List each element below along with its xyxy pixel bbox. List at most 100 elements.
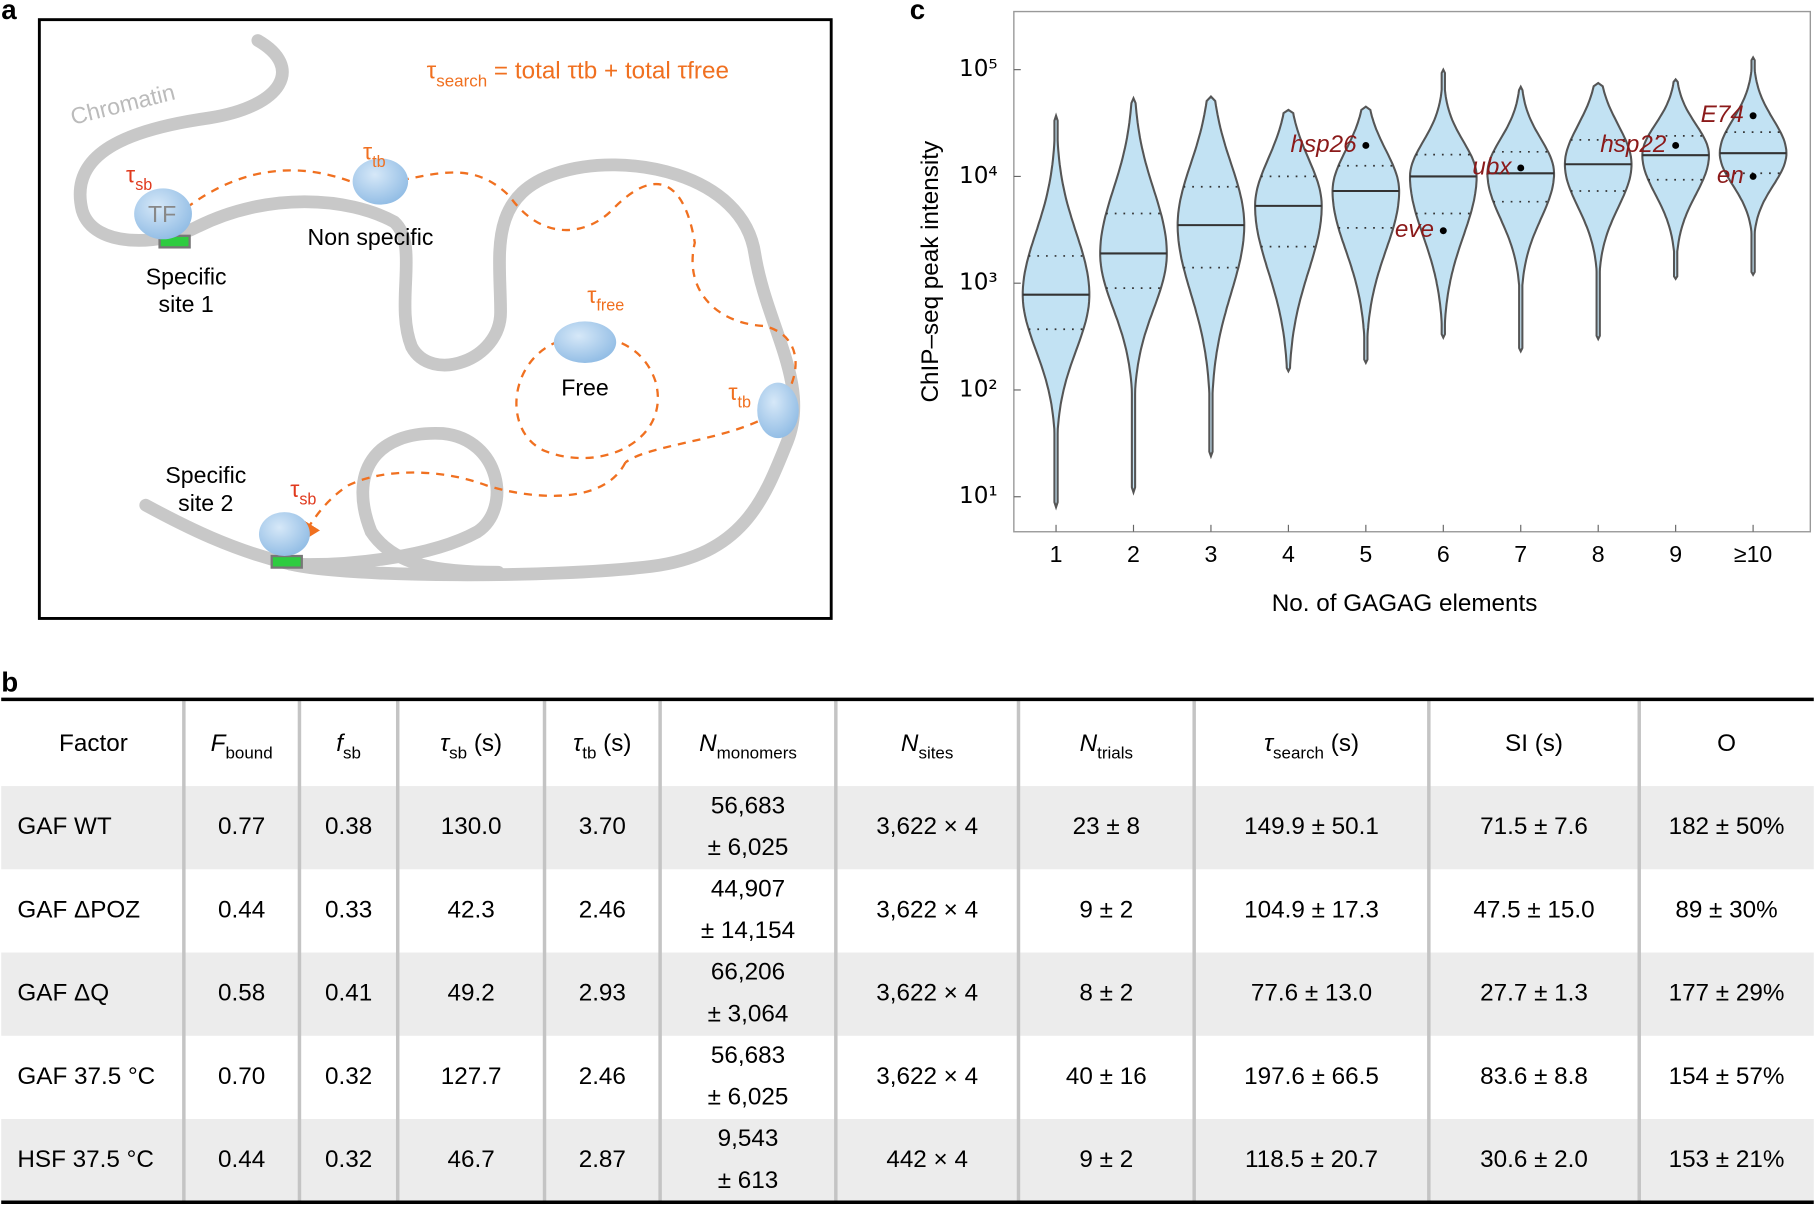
column-header: τtb (s) [573,730,631,763]
table-cell: 9 ± 2 [1079,1146,1133,1173]
table-cell: ± 14,154 [701,917,795,944]
column-header-part: F [211,730,227,757]
table-cell: 0.32 [325,1146,372,1173]
table-cell: ± 6,025 [708,834,789,861]
table-cell: 0.32 [325,1063,372,1090]
row-band [1,1118,1814,1203]
table-cell: 44,907 [711,876,785,903]
search-path [185,169,797,544]
tau-label-part: τ [363,139,372,165]
table-cell: 77.6 ± 13.0 [1251,980,1372,1007]
violin [1176,95,1246,460]
x-tick-label: 9 [1669,541,1682,567]
annotation-label: eve [1395,216,1434,243]
tau-label-part: sb [299,490,316,508]
column-header: τsearch (s) [1264,730,1359,763]
column-header: Ntrials [1080,730,1133,763]
free-label: Free [561,374,609,400]
table-cell: 83.6 ± 8.8 [1480,1063,1588,1090]
x-tick-label: 2 [1127,541,1140,567]
table-cell: 0.41 [325,980,372,1007]
annotation-dot [1362,141,1370,149]
table-cell: 2.87 [579,1146,626,1173]
table-cell: 8 ± 2 [1079,980,1133,1007]
equation-part: tb [577,58,597,85]
table-cell: 130.0 [441,813,502,840]
y-tick-label: 10² [959,376,998,402]
equation-part: free [687,58,729,85]
tau-label-part: τ [728,379,737,405]
table-cell: 3,622 × 4 [876,896,978,923]
tf-blob [258,512,310,557]
violin [1718,55,1788,277]
table-cell: 9 ± 2 [1079,896,1133,923]
table-cell: 0.33 [325,896,372,923]
equation-part: search [436,71,487,90]
row-band [1,786,1814,870]
table-cell: ± 3,064 [708,1000,789,1027]
table-cell: 89 ± 30% [1675,896,1777,923]
table-cell: 118.5 ± 20.7 [1245,1146,1378,1173]
table-cell: 0.44 [218,1146,265,1173]
site-label: site 2 [178,490,233,516]
table-cell: 49.2 [448,980,495,1007]
column-header-part: N [901,730,919,757]
y-tick-label: 10¹ [959,483,998,509]
table-cell: 9,543 [718,1125,779,1152]
annotation-dot [1749,112,1757,120]
tf-label: TF [148,201,176,227]
column-header: fsb [336,730,361,763]
table-cell: 177 ± 29% [1669,980,1785,1007]
table-cell: 23 ± 8 [1073,813,1140,840]
tau-label: τsb [290,476,316,508]
binding-site [270,554,303,569]
table-cell: 42.3 [448,896,495,923]
violin [1099,95,1168,496]
tau-label-part: τ [587,282,596,308]
x-tick-label: 3 [1205,541,1218,567]
table-cell: 442 × 4 [886,1146,968,1173]
x-tick-label: ≥10 [1734,541,1772,567]
table-cell: 56,683 [711,792,785,819]
tf-blob [134,188,192,240]
column-header-part: O [1717,730,1736,757]
column-header-part: N [1080,730,1098,757]
panel-label: a [1,0,17,25]
panel-label: b [1,667,18,698]
table-cell: 27.7 ± 1.3 [1480,980,1588,1007]
panel-label: c [910,0,925,25]
annotation-dot [1749,172,1757,180]
tau-label-part: sb [135,176,152,194]
table-cell: 71.5 ± 7.6 [1480,813,1588,840]
column-header-part: SI (s) [1505,730,1563,757]
violin [1486,84,1556,354]
equation-part: τ [427,58,437,85]
column-header-part: (s) [596,730,631,757]
x-axis-label: No. of GAGAG elements [1272,590,1538,617]
annotation-dot [1517,164,1525,172]
column-header-part: τ [440,730,451,757]
table-cell: 2.93 [579,980,626,1007]
annotation-label: ubx [1472,153,1512,180]
tau-label: τtb [363,139,386,171]
column-header: Nmonomers [699,730,797,763]
table-cell: 3,622 × 4 [876,980,978,1007]
violin [1408,67,1478,340]
x-tick-label: 5 [1359,541,1372,567]
table-cell: 30.6 ± 2.0 [1480,1146,1588,1173]
column-header-part: N [699,730,717,757]
x-tick-label: 1 [1050,541,1063,567]
annotation-label: en [1717,162,1744,189]
table-cell: 0.77 [218,813,265,840]
column-header-part: monomers [717,744,797,763]
table-cell: 154 ± 57% [1669,1063,1785,1090]
equation: τsearch = total τtb + total τfree [427,58,729,91]
table-cell: 0.58 [218,980,265,1007]
column-header-part: trials [1097,744,1133,763]
y-axis-label: ChIP–seq peak intensity [917,140,944,403]
site-label: Specific [146,263,227,289]
violin [1331,105,1401,366]
row-band [1,952,1814,1036]
tau-label-part: tb [737,393,751,411]
